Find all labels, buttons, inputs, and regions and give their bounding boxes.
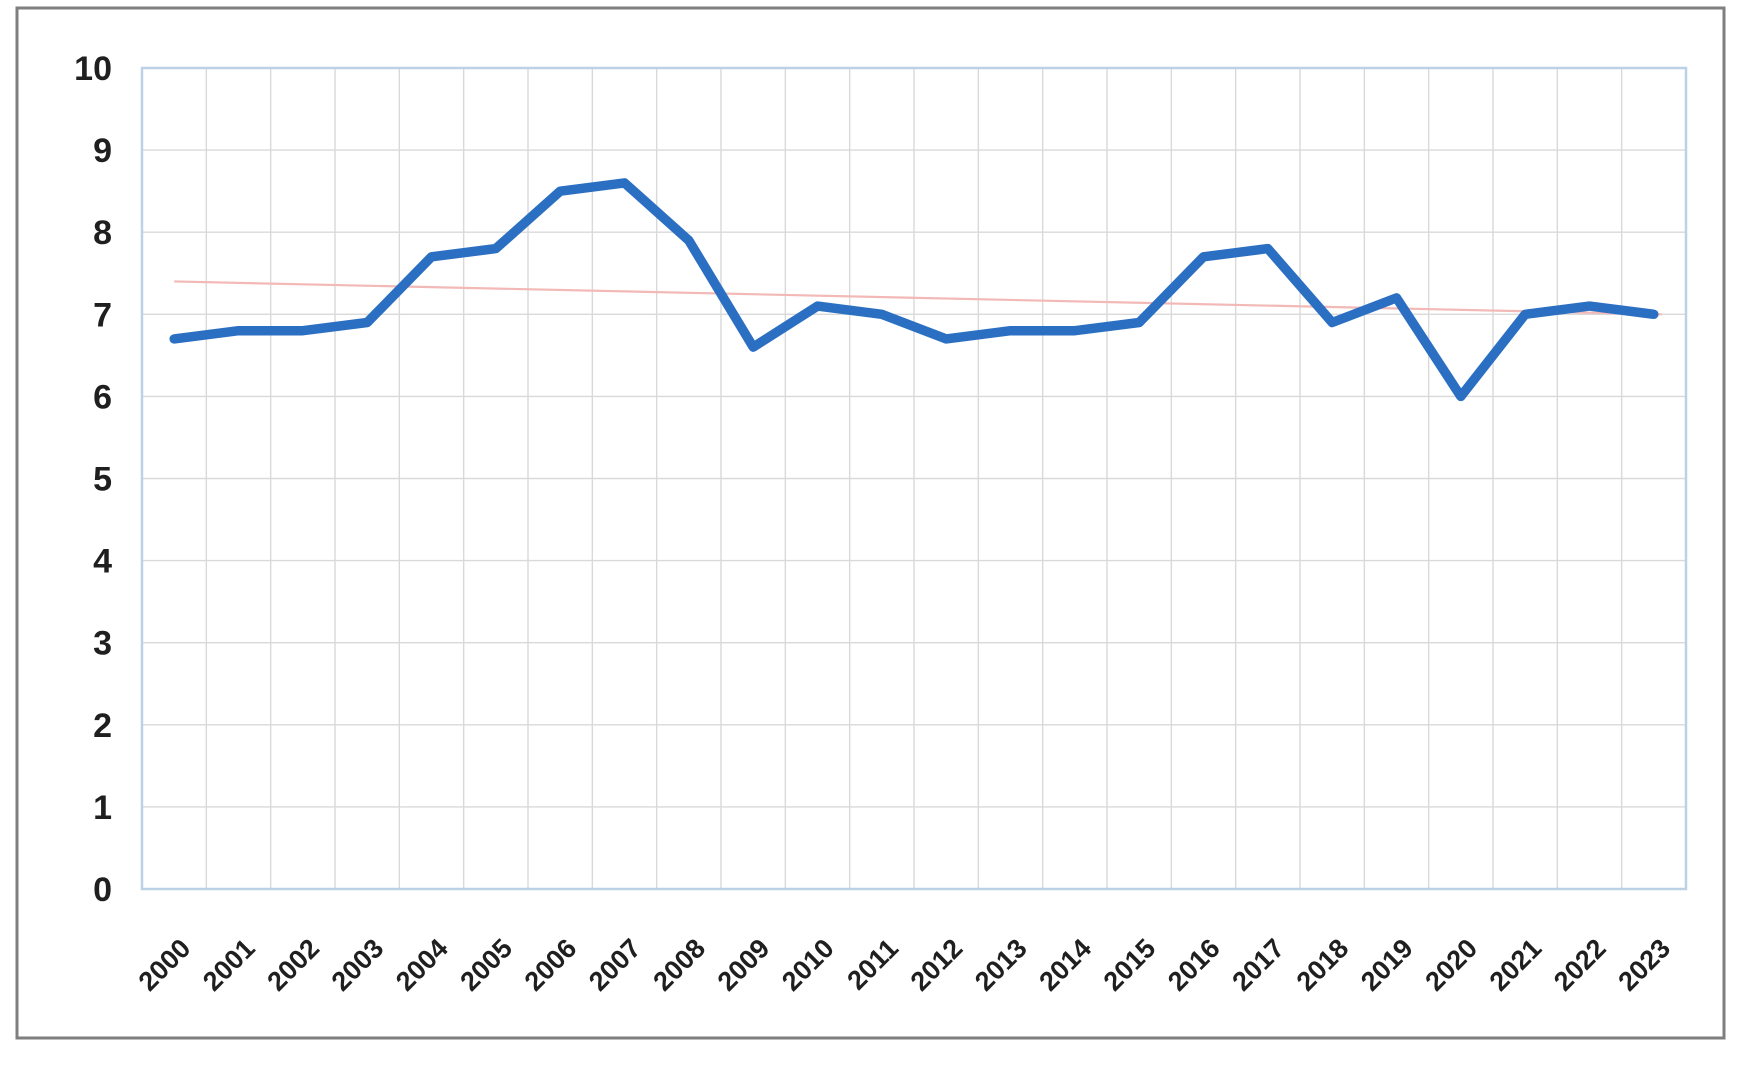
- figure-border: [15, 6, 1726, 1040]
- y-axis: 0 1 2 3 4 5 6 7 8 9 10: [74, 50, 112, 909]
- y-axis-tick-label: 5: [93, 461, 112, 499]
- y-axis-tick-label: 6: [93, 378, 112, 416]
- plot-area-border: [140, 66, 1688, 891]
- gridlines: [142, 68, 1686, 889]
- y-axis-tick-label: 3: [93, 625, 112, 663]
- y-axis-tick-label: 1: [93, 789, 112, 827]
- y-axis-tick-label: 7: [93, 296, 112, 334]
- y-axis-tick-label: 4: [93, 543, 112, 581]
- series-line-main-series: [169, 178, 1659, 402]
- y-axis-tick-label: 0: [93, 871, 112, 909]
- trendline: [174, 280, 1662, 316]
- y-axis-tick-label: 2: [93, 707, 112, 745]
- y-axis-tick-label: 10: [74, 50, 112, 88]
- y-axis-tick-label: 9: [93, 132, 112, 170]
- y-axis-tick-label: 8: [93, 214, 112, 252]
